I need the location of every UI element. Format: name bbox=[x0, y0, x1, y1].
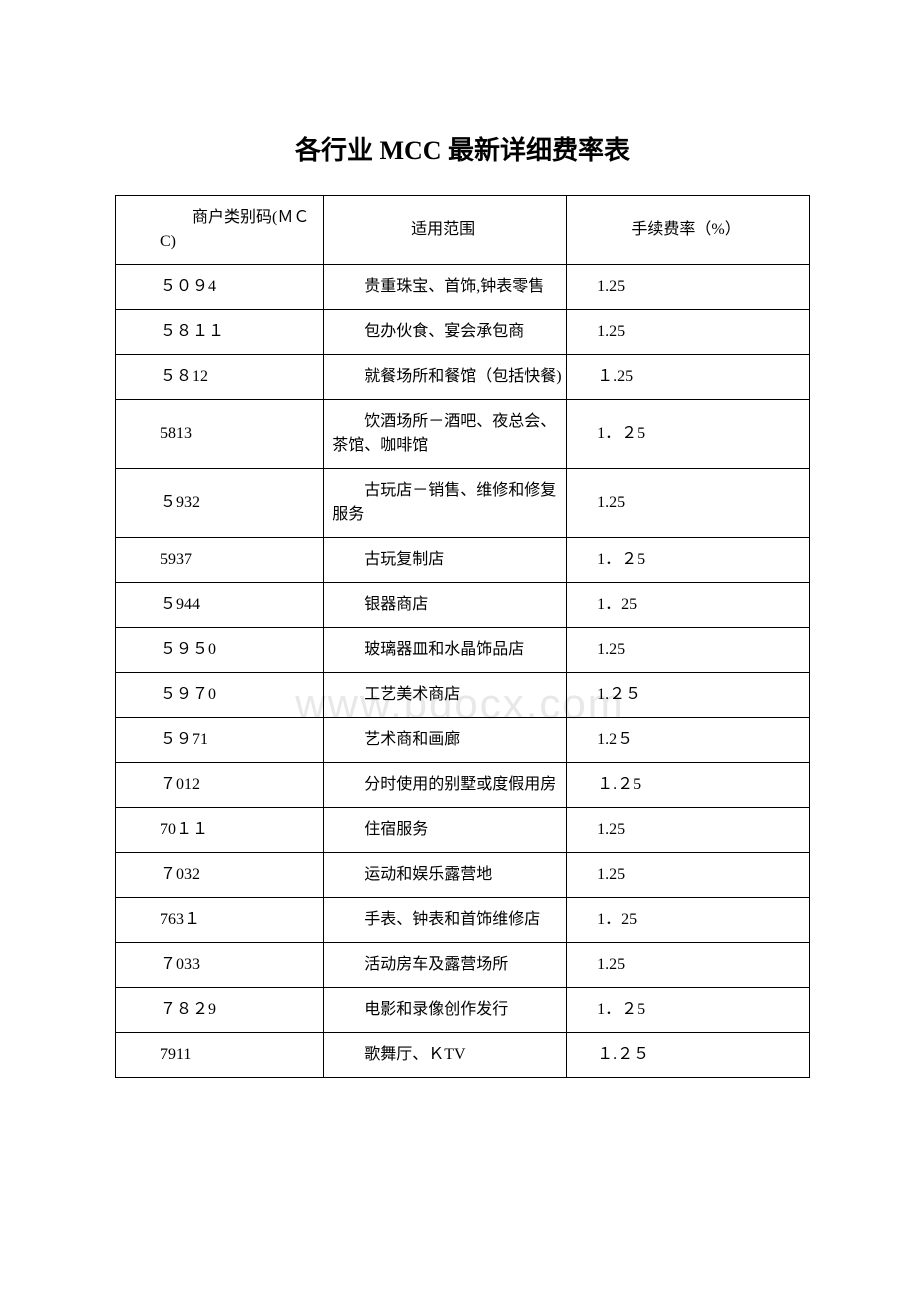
cell-mcc: ７012 bbox=[116, 763, 324, 808]
table-row: ５８12 就餐场所和餐馆（包括快餐)１.25 bbox=[116, 355, 810, 400]
cell-mcc: ５８１１ bbox=[116, 310, 324, 355]
table-row: ７８２9 电影和录像创作发行1．２5 bbox=[116, 988, 810, 1033]
cell-mcc: 7911 bbox=[116, 1033, 324, 1078]
cell-rate: 1.25 bbox=[567, 808, 810, 853]
cell-scope: 手表、钟表和首饰维修店 bbox=[324, 898, 567, 943]
table-header-row: 商户类别码(ＭＣ C) 适用范围 手续费率（%） bbox=[116, 196, 810, 265]
table-row: ５９71 艺术商和画廊1.2５ bbox=[116, 718, 810, 763]
cell-mcc: ５０９4 bbox=[116, 265, 324, 310]
table-row: ５９５0 玻璃器皿和水晶饰品店1.25 bbox=[116, 628, 810, 673]
cell-rate: １.２５ bbox=[567, 1033, 810, 1078]
cell-scope: 工艺美术商店 bbox=[324, 673, 567, 718]
cell-mcc: ５９７0 bbox=[116, 673, 324, 718]
page-container: 各行业 MCC 最新详细费率表 商户类别码(ＭＣ C) 适用范围 手续费率（%）… bbox=[0, 0, 920, 1138]
table-row: 5937 古玩复制店1．２5 bbox=[116, 538, 810, 583]
cell-mcc: 70１１ bbox=[116, 808, 324, 853]
cell-scope: 饮酒场所－酒吧、夜总会、茶馆、咖啡馆 bbox=[324, 400, 567, 469]
table-row: ５932 古玩店－销售、维修和修复服务1.25 bbox=[116, 469, 810, 538]
cell-scope: 玻璃器皿和水晶饰品店 bbox=[324, 628, 567, 673]
cell-rate: 1．２5 bbox=[567, 538, 810, 583]
cell-scope: 运动和娱乐露营地 bbox=[324, 853, 567, 898]
table-row: ７032 运动和娱乐露营地1.25 bbox=[116, 853, 810, 898]
cell-rate: 1.25 bbox=[567, 943, 810, 988]
cell-scope: 分时使用的别墅或度假用房 bbox=[324, 763, 567, 808]
table-row: ５８１１ 包办伙食、宴会承包商1.25 bbox=[116, 310, 810, 355]
cell-rate: 1．25 bbox=[567, 898, 810, 943]
cell-scope: 古玩复制店 bbox=[324, 538, 567, 583]
cell-rate: 1.25 bbox=[567, 853, 810, 898]
cell-rate: 1.2５ bbox=[567, 718, 810, 763]
cell-rate: 1.２５ bbox=[567, 673, 810, 718]
cell-scope: 活动房车及露营场所 bbox=[324, 943, 567, 988]
cell-scope: 包办伙食、宴会承包商 bbox=[324, 310, 567, 355]
cell-rate: 1．２5 bbox=[567, 988, 810, 1033]
cell-scope: 住宿服务 bbox=[324, 808, 567, 853]
cell-mcc: ５932 bbox=[116, 469, 324, 538]
cell-mcc: ７８２9 bbox=[116, 988, 324, 1033]
table-row: ７012 分时使用的别墅或度假用房１.２5 bbox=[116, 763, 810, 808]
header-mcc: 商户类别码(ＭＣ C) bbox=[116, 196, 324, 265]
table-row: ５944 银器商店1．25 bbox=[116, 583, 810, 628]
cell-scope: 古玩店－销售、维修和修复服务 bbox=[324, 469, 567, 538]
cell-rate: 1.25 bbox=[567, 469, 810, 538]
cell-scope: 歌舞厅、ＫTV bbox=[324, 1033, 567, 1078]
cell-rate: 1．25 bbox=[567, 583, 810, 628]
rate-table: 商户类别码(ＭＣ C) 适用范围 手续费率（%） ５０９4 贵重珠宝、首饰,钟表… bbox=[115, 195, 810, 1078]
table-row: 5813 饮酒场所－酒吧、夜总会、茶馆、咖啡馆1．２5 bbox=[116, 400, 810, 469]
table-row: ５９７0 工艺美术商店1.２５ bbox=[116, 673, 810, 718]
cell-mcc: 5813 bbox=[116, 400, 324, 469]
cell-mcc: ５９５0 bbox=[116, 628, 324, 673]
cell-mcc: 763１ bbox=[116, 898, 324, 943]
cell-mcc: ７032 bbox=[116, 853, 324, 898]
cell-rate: 1.25 bbox=[567, 265, 810, 310]
cell-mcc: ５９71 bbox=[116, 718, 324, 763]
table-row: 70１１ 住宿服务1.25 bbox=[116, 808, 810, 853]
cell-mcc: ５944 bbox=[116, 583, 324, 628]
cell-rate: １.25 bbox=[567, 355, 810, 400]
cell-mcc: ７033 bbox=[116, 943, 324, 988]
cell-scope: 艺术商和画廊 bbox=[324, 718, 567, 763]
table-row: 763１ 手表、钟表和首饰维修店1．25 bbox=[116, 898, 810, 943]
table-row: ７033 活动房车及露营场所1.25 bbox=[116, 943, 810, 988]
header-rate: 手续费率（%） bbox=[567, 196, 810, 265]
table-row: 7911 歌舞厅、ＫTV１.２５ bbox=[116, 1033, 810, 1078]
cell-rate: 1.25 bbox=[567, 628, 810, 673]
header-scope: 适用范围 bbox=[324, 196, 567, 265]
cell-rate: 1．２5 bbox=[567, 400, 810, 469]
page-title: 各行业 MCC 最新详细费率表 bbox=[115, 130, 810, 167]
cell-scope: 就餐场所和餐馆（包括快餐) bbox=[324, 355, 567, 400]
cell-scope: 贵重珠宝、首饰,钟表零售 bbox=[324, 265, 567, 310]
cell-mcc: 5937 bbox=[116, 538, 324, 583]
cell-scope: 电影和录像创作发行 bbox=[324, 988, 567, 1033]
cell-mcc: ５８12 bbox=[116, 355, 324, 400]
cell-scope: 银器商店 bbox=[324, 583, 567, 628]
table-row: ５０９4 贵重珠宝、首饰,钟表零售1.25 bbox=[116, 265, 810, 310]
cell-rate: １.２5 bbox=[567, 763, 810, 808]
cell-rate: 1.25 bbox=[567, 310, 810, 355]
